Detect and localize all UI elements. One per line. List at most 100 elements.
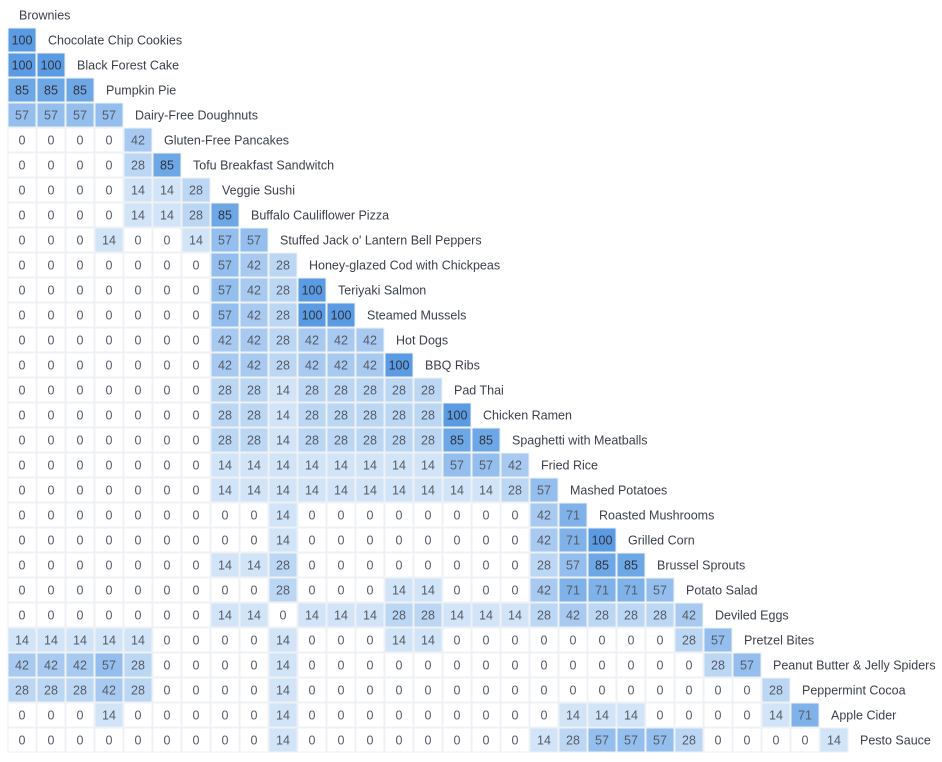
heatmap-cell[interactable] bbox=[123, 202, 153, 228]
heatmap-cell[interactable] bbox=[326, 402, 356, 428]
heatmap-cell[interactable] bbox=[268, 602, 298, 628]
heatmap-cell[interactable] bbox=[152, 577, 182, 603]
heatmap-cell[interactable] bbox=[123, 402, 153, 428]
heatmap-cell[interactable] bbox=[587, 552, 617, 578]
heatmap-cell[interactable] bbox=[239, 702, 269, 728]
heatmap-cell[interactable] bbox=[326, 627, 356, 653]
heatmap-cell[interactable] bbox=[239, 252, 269, 278]
heatmap-cell[interactable] bbox=[181, 527, 211, 553]
heatmap-cell[interactable] bbox=[413, 477, 443, 503]
heatmap-cell[interactable] bbox=[442, 477, 472, 503]
heatmap-cell[interactable] bbox=[36, 377, 66, 403]
heatmap-cell[interactable] bbox=[7, 552, 37, 578]
heatmap-cell[interactable] bbox=[239, 302, 269, 328]
heatmap-cell[interactable] bbox=[239, 352, 269, 378]
heatmap-cell[interactable] bbox=[326, 602, 356, 628]
heatmap-cell[interactable] bbox=[413, 652, 443, 678]
heatmap-cell[interactable] bbox=[413, 427, 443, 453]
heatmap-cell[interactable] bbox=[7, 602, 37, 628]
heatmap-cell[interactable] bbox=[65, 602, 95, 628]
heatmap-cell[interactable] bbox=[471, 677, 501, 703]
heatmap-cell[interactable] bbox=[7, 302, 37, 328]
heatmap-cell[interactable] bbox=[674, 677, 704, 703]
heatmap-cell[interactable] bbox=[210, 302, 240, 328]
heatmap-cell[interactable] bbox=[674, 727, 704, 753]
heatmap-cell[interactable] bbox=[239, 427, 269, 453]
heatmap-cell[interactable] bbox=[268, 627, 298, 653]
heatmap-cell[interactable] bbox=[36, 252, 66, 278]
heatmap-cell[interactable] bbox=[355, 427, 385, 453]
heatmap-cell[interactable] bbox=[297, 577, 327, 603]
heatmap-cell[interactable] bbox=[123, 327, 153, 353]
heatmap-cell[interactable] bbox=[181, 427, 211, 453]
heatmap-cell[interactable] bbox=[94, 527, 124, 553]
heatmap-cell[interactable] bbox=[210, 252, 240, 278]
heatmap-cell[interactable] bbox=[239, 477, 269, 503]
heatmap-cell[interactable] bbox=[268, 277, 298, 303]
heatmap-cell[interactable] bbox=[7, 202, 37, 228]
heatmap-cell[interactable] bbox=[123, 577, 153, 603]
heatmap-cell[interactable] bbox=[210, 502, 240, 528]
heatmap-cell[interactable] bbox=[761, 702, 791, 728]
heatmap-cell[interactable] bbox=[94, 727, 124, 753]
heatmap-cell[interactable] bbox=[326, 477, 356, 503]
heatmap-cell[interactable] bbox=[384, 627, 414, 653]
heatmap-cell[interactable] bbox=[819, 727, 849, 753]
heatmap-cell[interactable] bbox=[616, 727, 646, 753]
heatmap-cell[interactable] bbox=[152, 402, 182, 428]
heatmap-cell[interactable] bbox=[268, 427, 298, 453]
heatmap-cell[interactable] bbox=[268, 577, 298, 603]
heatmap-cell[interactable] bbox=[65, 427, 95, 453]
heatmap-cell[interactable] bbox=[500, 727, 530, 753]
heatmap-cell[interactable] bbox=[442, 727, 472, 753]
heatmap-cell[interactable] bbox=[529, 577, 559, 603]
heatmap-cell[interactable] bbox=[471, 602, 501, 628]
heatmap-cell[interactable] bbox=[65, 702, 95, 728]
heatmap-cell[interactable] bbox=[268, 552, 298, 578]
heatmap-cell[interactable] bbox=[94, 502, 124, 528]
heatmap-cell[interactable] bbox=[703, 677, 733, 703]
heatmap-cell[interactable] bbox=[268, 377, 298, 403]
heatmap-cell[interactable] bbox=[181, 227, 211, 253]
heatmap-cell[interactable] bbox=[94, 202, 124, 228]
heatmap-cell[interactable] bbox=[239, 602, 269, 628]
heatmap-cell[interactable] bbox=[7, 352, 37, 378]
heatmap-cell[interactable] bbox=[384, 602, 414, 628]
heatmap-cell[interactable] bbox=[326, 577, 356, 603]
heatmap-cell[interactable] bbox=[123, 352, 153, 378]
heatmap-cell[interactable] bbox=[210, 552, 240, 578]
heatmap-cell[interactable] bbox=[355, 402, 385, 428]
heatmap-cell[interactable] bbox=[123, 302, 153, 328]
heatmap-cell[interactable] bbox=[326, 327, 356, 353]
heatmap-cell[interactable] bbox=[181, 377, 211, 403]
heatmap-cell[interactable] bbox=[65, 77, 95, 103]
heatmap-cell[interactable] bbox=[65, 677, 95, 703]
heatmap-cell[interactable] bbox=[587, 602, 617, 628]
heatmap-cell[interactable] bbox=[65, 477, 95, 503]
heatmap-cell[interactable] bbox=[181, 727, 211, 753]
heatmap-cell[interactable] bbox=[732, 702, 762, 728]
heatmap-cell[interactable] bbox=[65, 227, 95, 253]
heatmap-cell[interactable] bbox=[123, 527, 153, 553]
heatmap-cell[interactable] bbox=[36, 477, 66, 503]
heatmap-cell[interactable] bbox=[384, 677, 414, 703]
heatmap-cell[interactable] bbox=[7, 502, 37, 528]
heatmap-cell[interactable] bbox=[36, 677, 66, 703]
heatmap-cell[interactable] bbox=[326, 652, 356, 678]
heatmap-cell[interactable] bbox=[7, 402, 37, 428]
heatmap-cell[interactable] bbox=[645, 602, 675, 628]
heatmap-cell[interactable] bbox=[297, 677, 327, 703]
heatmap-cell[interactable] bbox=[471, 727, 501, 753]
heatmap-cell[interactable] bbox=[65, 152, 95, 178]
heatmap-cell[interactable] bbox=[152, 152, 182, 178]
heatmap-cell[interactable] bbox=[123, 277, 153, 303]
heatmap-cell[interactable] bbox=[7, 627, 37, 653]
heatmap-cell[interactable] bbox=[500, 602, 530, 628]
heatmap-cell[interactable] bbox=[442, 452, 472, 478]
heatmap-cell[interactable] bbox=[616, 627, 646, 653]
heatmap-cell[interactable] bbox=[181, 552, 211, 578]
heatmap-cell[interactable] bbox=[36, 527, 66, 553]
heatmap-cell[interactable] bbox=[36, 227, 66, 253]
heatmap-cell[interactable] bbox=[152, 502, 182, 528]
heatmap-cell[interactable] bbox=[36, 652, 66, 678]
